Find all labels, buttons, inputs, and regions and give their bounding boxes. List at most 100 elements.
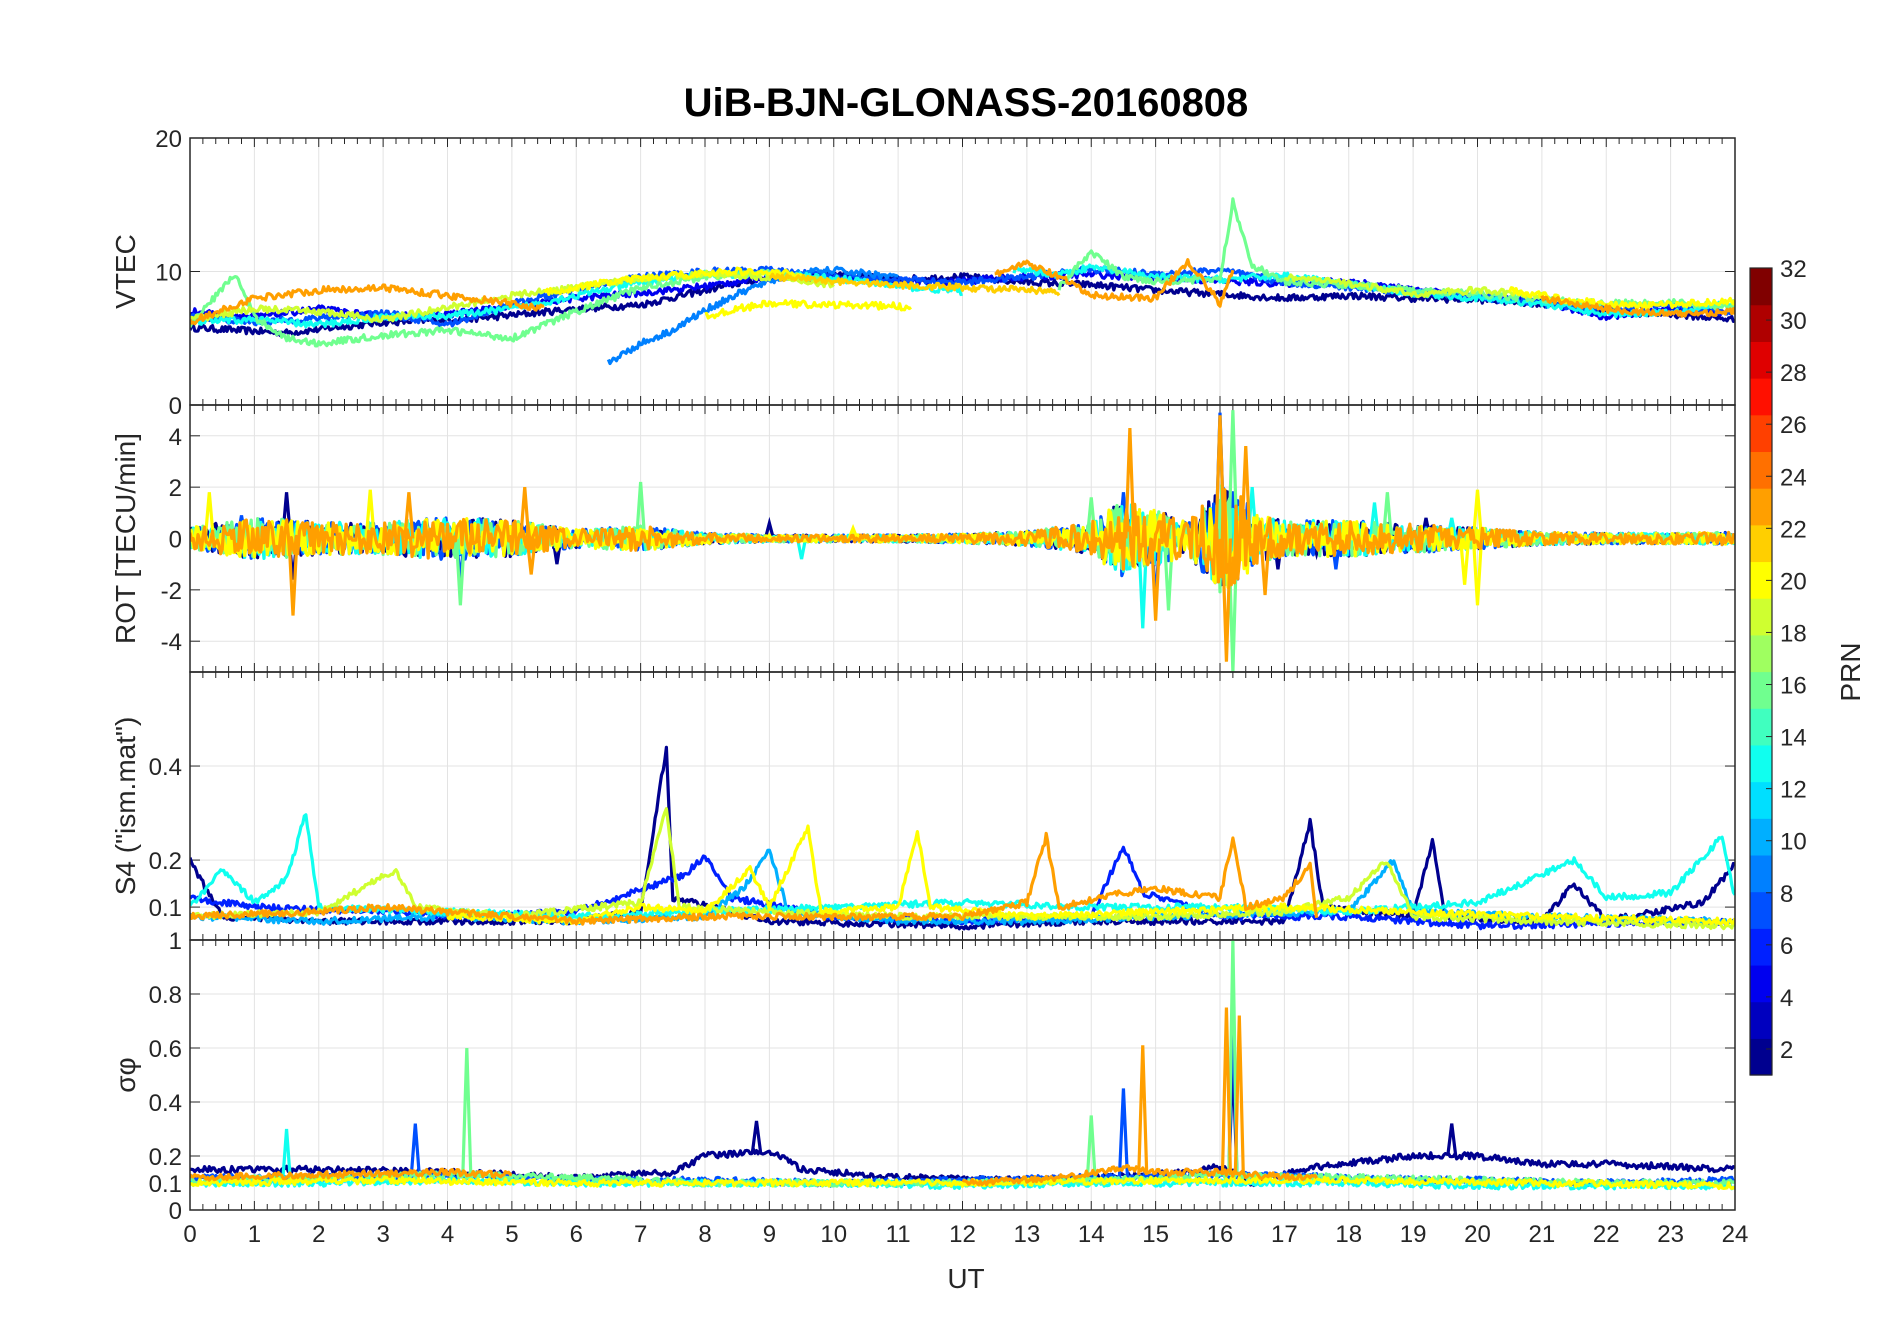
colorbar-swatch <box>1750 781 1772 819</box>
prn-20-spike <box>364 489 376 539</box>
colorbar-swatch <box>1750 561 1772 599</box>
prn-23-spike <box>1240 446 1252 539</box>
prn-2-spike <box>763 516 775 539</box>
y-tick-label: 4 <box>169 424 182 451</box>
prn-20-spike <box>1459 538 1471 585</box>
y-tick-label: 1 <box>169 928 182 955</box>
x-tick-label: 8 <box>698 1221 711 1248</box>
prn-23-track <box>190 831 1319 926</box>
prn-16-spike <box>454 538 466 606</box>
colorbar-tick-label: 12 <box>1780 777 1807 804</box>
y-tick-label: 10 <box>155 260 182 287</box>
colorbar-swatch <box>1750 928 1772 966</box>
prn-23-track <box>190 1167 513 1182</box>
colorbar-swatch <box>1750 524 1772 563</box>
x-tick-label: 22 <box>1593 1221 1620 1248</box>
colorbar-swatch <box>1750 671 1772 709</box>
y-tick-label: 20 <box>155 126 182 153</box>
prn-22-track <box>769 272 1061 297</box>
colorbar-label: PRN <box>1835 642 1866 701</box>
colorbar-tick-label: 10 <box>1780 829 1807 856</box>
prn-16-spike <box>1381 492 1393 539</box>
prn-23-spike <box>1220 1007 1233 1175</box>
y-tick-label: -2 <box>161 578 182 605</box>
prn-23-track <box>190 488 1735 587</box>
colorbar-swatch <box>1750 451 1772 489</box>
prn-8-spike <box>1117 1088 1130 1178</box>
panel-frame <box>189 939 1736 1211</box>
x-tick-label: 11 <box>886 1221 911 1248</box>
colorbar-swatch <box>1750 891 1772 929</box>
prn-20-track <box>190 501 1735 589</box>
panel-vtec: 0 10 20 VTEC <box>110 126 1736 420</box>
colorbar-swatch <box>1750 634 1772 673</box>
y-tick-label: 0 <box>169 393 182 420</box>
x-tick-label: 21 <box>1529 1221 1556 1248</box>
prn-23-spike <box>1150 538 1162 621</box>
x-tick-label: 16 <box>1207 1221 1234 1248</box>
x-tick-label: 7 <box>634 1221 647 1248</box>
panel-tracks <box>190 745 1735 931</box>
prn-16-spike <box>1227 410 1239 539</box>
y-tick-label: -4 <box>161 629 182 656</box>
x-tick-label: 19 <box>1400 1221 1427 1248</box>
y-tick-label: 0.6 <box>149 1036 182 1063</box>
colorbar-swatch <box>1750 818 1772 856</box>
prn-18-track <box>1284 273 1543 300</box>
x-tick-label: 24 <box>1722 1221 1749 1248</box>
prn-8-spike <box>409 1123 421 1176</box>
panel-tracks <box>190 410 1735 672</box>
prn-2-spike <box>1446 1123 1458 1157</box>
y-axis-label: σφ <box>110 1057 141 1092</box>
colorbar-tick-label: 18 <box>1780 620 1807 647</box>
prn-13-spike <box>280 1128 293 1184</box>
prn-16-spike <box>635 481 647 539</box>
prn-20-track <box>190 1175 1735 1191</box>
prn-13-spike <box>795 538 808 560</box>
colorbar-tick-label: 24 <box>1780 464 1807 491</box>
prn-23-spike <box>519 487 531 539</box>
colorbar-frame <box>1749 267 1773 1076</box>
x-tick-label: 15 <box>1142 1221 1169 1248</box>
x-tick-label: 12 <box>949 1221 976 1248</box>
prn-23-spike <box>287 538 299 616</box>
prn-20-track <box>446 824 1735 926</box>
panel-rot: -4 -2 0 2 4 ROT [TECU/min] <box>110 404 1736 673</box>
colorbar-swatch <box>1750 1001 1772 1039</box>
colorbar-swatch <box>1750 414 1772 453</box>
prn-23-spike <box>1137 1045 1149 1175</box>
y-tick-label: 0 <box>169 527 182 554</box>
y-tick-label: 0.1 <box>149 1171 182 1198</box>
x-tick-label: 3 <box>376 1221 389 1248</box>
colorbar-swatch <box>1750 708 1772 746</box>
colorbar-swatch <box>1750 488 1772 526</box>
colorbar-tick-label: 4 <box>1780 985 1793 1012</box>
prn-23-spike <box>1259 538 1271 596</box>
prn-23-spike <box>403 492 415 539</box>
colorbar-tick-label: 30 <box>1780 308 1807 335</box>
colorbar-tick-label: 22 <box>1780 516 1807 543</box>
prn-16-spike <box>461 1047 473 1176</box>
colorbar-swatch <box>1750 304 1772 342</box>
prn-16-spike <box>1162 538 1175 611</box>
x-tick-label: 4 <box>441 1221 454 1248</box>
colorbar-swatch <box>1750 1038 1772 1076</box>
x-tick-label: 14 <box>1078 1221 1105 1248</box>
colorbar-swatch <box>1750 854 1772 893</box>
y-axis-label: ROT [TECU/min] <box>110 433 141 644</box>
colorbar-tick-label: 8 <box>1780 881 1793 908</box>
panel-tracks <box>190 197 1735 366</box>
colorbar-tick-label: 14 <box>1780 725 1807 752</box>
x-tick-label: 13 <box>1014 1221 1041 1248</box>
y-axis-label: S4 ("ism.mat") <box>110 717 141 896</box>
y-tick-label: 2 <box>169 475 182 502</box>
y-tick-label: 0.4 <box>149 1090 182 1117</box>
colorbar-tick-label: 32 <box>1780 256 1807 283</box>
prn-20-spike <box>1471 489 1484 539</box>
prn-23-track <box>994 258 1235 308</box>
y-tick-label: 0.1 <box>149 895 182 922</box>
prn-23-spike <box>1220 538 1233 662</box>
